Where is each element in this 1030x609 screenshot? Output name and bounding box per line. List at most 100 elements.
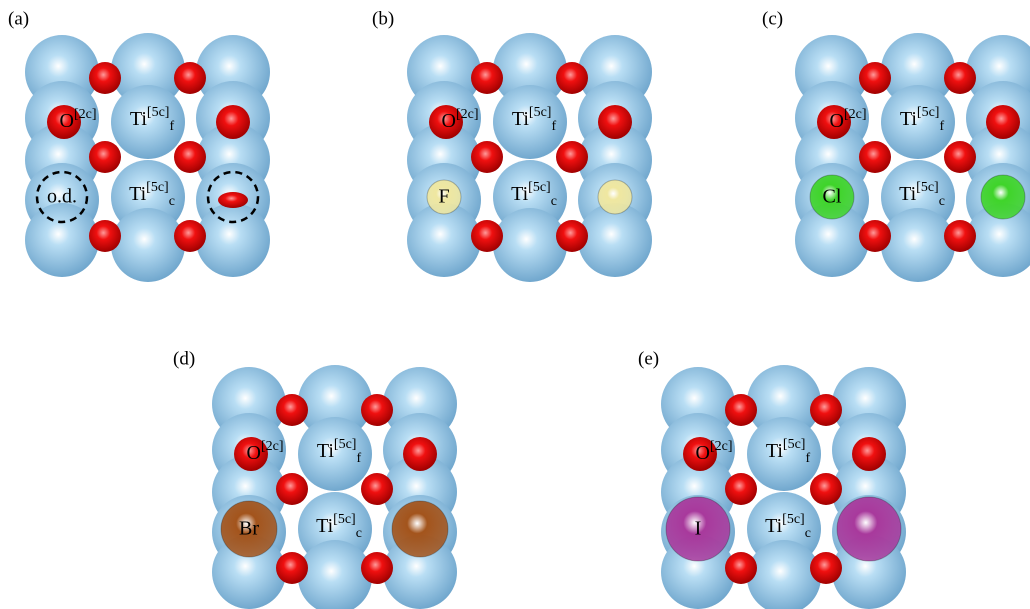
superscript: [5c] xyxy=(334,437,357,452)
superscript: [5c] xyxy=(782,512,805,527)
panel-label: (c) xyxy=(762,8,783,29)
o-atom xyxy=(725,552,757,584)
superscript: [5c] xyxy=(916,180,939,195)
o2c-atom xyxy=(403,437,437,471)
o-atom xyxy=(276,473,308,505)
o-atom xyxy=(556,62,588,94)
site-label: Cl xyxy=(823,186,842,208)
o-atom xyxy=(810,473,842,505)
ti-atom xyxy=(111,208,185,282)
subscript: c xyxy=(169,194,175,209)
o-atom-partial xyxy=(218,192,248,208)
o-atom xyxy=(810,394,842,426)
panel-label: (a) xyxy=(8,8,29,29)
o-atom xyxy=(859,141,891,173)
structure: o.d.O[2c]Ti[5c]fTi[5c]c xyxy=(25,33,270,282)
site-label: I xyxy=(695,518,702,540)
element-symbol: O xyxy=(696,442,710,464)
o2c-atom xyxy=(986,105,1020,139)
element-symbol: Ti xyxy=(765,515,783,537)
o-atom xyxy=(471,220,503,252)
panel-label: (e) xyxy=(638,348,659,369)
o-atom xyxy=(725,394,757,426)
ti-atom xyxy=(493,208,567,282)
substituent-atom xyxy=(392,501,448,557)
element-symbol: Ti xyxy=(129,183,147,205)
superscript: [2c] xyxy=(844,107,867,122)
subscript: c xyxy=(805,526,811,541)
o-atom xyxy=(89,62,121,94)
subscript: c xyxy=(356,526,362,541)
element-symbol: O xyxy=(830,110,844,132)
site-label: Br xyxy=(239,518,259,540)
o-atom xyxy=(174,220,206,252)
o-atom xyxy=(810,552,842,584)
superscript: [5c] xyxy=(529,105,552,120)
superscript: [5c] xyxy=(146,180,169,195)
o-atom xyxy=(556,220,588,252)
o-atom xyxy=(89,141,121,173)
subscript: c xyxy=(551,194,557,209)
o2c-atom xyxy=(598,105,632,139)
superscript: [5c] xyxy=(147,105,170,120)
o-atom xyxy=(944,220,976,252)
o-atom xyxy=(89,220,121,252)
o-atom xyxy=(174,141,206,173)
element-symbol: Ti xyxy=(512,108,530,130)
o-atom xyxy=(859,62,891,94)
o-atom xyxy=(471,62,503,94)
superscript: [2c] xyxy=(261,439,284,454)
o-atom xyxy=(361,473,393,505)
o2c-atom xyxy=(216,105,250,139)
element-symbol: Ti xyxy=(316,515,334,537)
ti-atom xyxy=(881,208,955,282)
substituent-atom xyxy=(981,175,1025,219)
o-atom xyxy=(276,394,308,426)
site-label: o.d. xyxy=(47,186,77,208)
superscript: [2c] xyxy=(456,107,479,122)
superscript: [5c] xyxy=(917,105,940,120)
subscript: f xyxy=(169,119,174,134)
o-atom xyxy=(276,552,308,584)
site-label: F xyxy=(438,186,449,208)
subscript: f xyxy=(356,451,361,466)
figure: (a)o.d.O[2c]Ti[5c]fTi[5c]c(b)FO[2c]Ti[5c… xyxy=(0,0,1030,609)
superscript: [5c] xyxy=(333,512,356,527)
o-atom xyxy=(361,394,393,426)
o-atom xyxy=(174,62,206,94)
o-atom xyxy=(471,141,503,173)
o-atom xyxy=(361,552,393,584)
o-atom xyxy=(944,141,976,173)
page: (a)o.d.O[2c]Ti[5c]fTi[5c]c(b)FO[2c]Ti[5c… xyxy=(0,0,1030,609)
superscript: [2c] xyxy=(74,107,97,122)
element-symbol: Ti xyxy=(899,183,917,205)
o-atom xyxy=(859,220,891,252)
element-symbol: Ti xyxy=(511,183,529,205)
o2c-atom xyxy=(852,437,886,471)
element-symbol: O xyxy=(442,110,456,132)
structure: BrO[2c]Ti[5c]fTi[5c]c xyxy=(212,365,457,609)
element-symbol: O xyxy=(60,110,74,132)
substituent-atom xyxy=(837,497,901,561)
element-symbol: O xyxy=(247,442,261,464)
element-symbol: Ti xyxy=(900,108,918,130)
subscript: f xyxy=(939,119,944,134)
structure: FO[2c]Ti[5c]fTi[5c]c xyxy=(407,33,652,282)
ti-atom xyxy=(25,203,99,277)
panel-label: (b) xyxy=(372,8,394,29)
element-symbol: Ti xyxy=(766,440,784,462)
superscript: [5c] xyxy=(783,437,806,452)
panel-label: (d) xyxy=(173,348,195,369)
substituent-atom xyxy=(598,180,632,214)
subscript: f xyxy=(805,451,810,466)
element-symbol: Ti xyxy=(130,108,148,130)
superscript: [2c] xyxy=(710,439,733,454)
element-symbol: Ti xyxy=(317,440,335,462)
structure: IO[2c]Ti[5c]fTi[5c]c xyxy=(661,365,906,609)
subscript: c xyxy=(939,194,945,209)
o-atom xyxy=(556,141,588,173)
superscript: [5c] xyxy=(528,180,551,195)
ti-atom xyxy=(196,203,270,277)
o-atom xyxy=(944,62,976,94)
subscript: f xyxy=(551,119,556,134)
